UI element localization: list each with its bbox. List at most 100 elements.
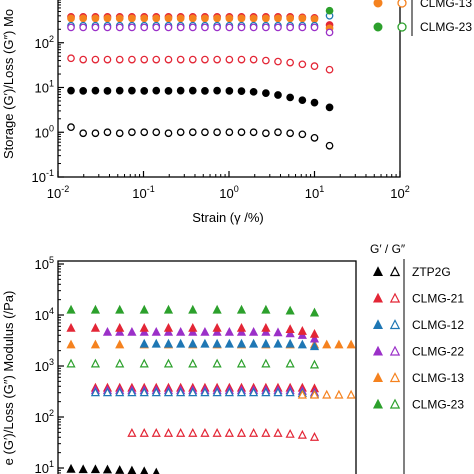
top-x-tick-label-base: 10 xyxy=(47,186,61,201)
bottom-data-point xyxy=(309,341,320,351)
top-data-point xyxy=(310,62,319,70)
top-x-tick-label: 10-2 xyxy=(47,184,69,201)
top-data-point xyxy=(262,14,270,23)
top-data-point xyxy=(91,55,100,64)
bottom-data-point xyxy=(212,387,222,397)
bottom-data-point xyxy=(309,307,320,317)
top-data-point xyxy=(164,14,173,23)
bottom-data-point xyxy=(334,389,344,399)
top-legend-open-marker xyxy=(397,22,407,32)
bottom-data-point xyxy=(102,387,113,397)
top-data-point xyxy=(201,14,209,23)
bottom-legend-filled-marker xyxy=(372,345,384,356)
bottom-data-point xyxy=(90,304,101,314)
top-data-point xyxy=(262,23,270,32)
bottom-data-point xyxy=(261,427,271,437)
bottom-data-point xyxy=(139,427,149,437)
top-data-point xyxy=(67,123,75,132)
bottom-data-point xyxy=(236,322,247,332)
top-y-tick-label-exp: 0 xyxy=(49,123,54,133)
top-data-point xyxy=(67,86,75,95)
top-data-point xyxy=(188,86,197,95)
top-data-points xyxy=(67,6,334,150)
bottom-data-point xyxy=(297,429,307,439)
top-data-point xyxy=(225,55,234,64)
bottom-data-point xyxy=(285,305,295,315)
bottom-data-point xyxy=(224,338,234,348)
top-data-point xyxy=(286,129,294,138)
bottom-data-point xyxy=(285,358,295,368)
bottom-data-point xyxy=(115,304,125,314)
top-x-tick-label: 100 xyxy=(219,184,238,201)
top-data-point xyxy=(67,54,75,63)
bottom-y-tick-label-base: 10 xyxy=(35,359,49,374)
top-legend-filled-marker xyxy=(373,0,383,8)
bottom-data-point xyxy=(66,339,76,349)
bottom-y-tick-label: 102 xyxy=(35,408,54,425)
bottom-data-point xyxy=(273,327,283,337)
bottom-data-point xyxy=(200,387,210,397)
bottom-y-tick-label: 101 xyxy=(35,459,54,474)
bottom-data-point xyxy=(261,358,271,368)
top-legend: CLMG-13 CLMG-23 xyxy=(373,0,472,36)
bottom-legend-open-marker xyxy=(389,266,401,277)
top-data-point xyxy=(225,87,234,95)
bottom-legend-open-marker xyxy=(389,292,401,303)
bottom-data-point xyxy=(115,387,125,397)
top-data-point xyxy=(325,65,334,74)
top-y-axis-label: Storage (G′)/Loss (G″) Mo xyxy=(1,9,16,159)
top-data-point xyxy=(115,23,124,32)
top-data-point xyxy=(325,103,334,112)
bottom-data-point xyxy=(66,322,76,332)
bottom-y-tick-label-exp: 1 xyxy=(49,459,54,469)
top-x-tick-label-base: 10 xyxy=(219,186,233,201)
bottom-data-point xyxy=(163,427,174,437)
top-data-point xyxy=(310,23,319,32)
top-legend-label: CLMG-23 xyxy=(420,20,472,34)
bottom-data-point xyxy=(212,322,222,332)
bottom-data-point xyxy=(163,387,174,397)
bottom-data-point xyxy=(224,326,234,336)
bottom-data-point xyxy=(322,389,332,399)
top-data-point xyxy=(164,87,173,95)
bottom-data-point xyxy=(102,464,113,474)
bottom-data-point xyxy=(139,338,149,348)
top-data-point xyxy=(128,14,136,23)
bottom-legend-label: CLMG-23 xyxy=(412,398,464,412)
bottom-data-point xyxy=(261,338,271,348)
bottom-data-point xyxy=(212,304,222,314)
bottom-data-point xyxy=(273,387,283,397)
top-data-point xyxy=(310,133,319,142)
bottom-legend-label: CLMG-22 xyxy=(412,345,464,359)
top-data-point xyxy=(213,86,221,95)
bottom-data-point xyxy=(90,387,101,397)
top-data-point xyxy=(249,23,258,32)
bottom-data-point xyxy=(261,304,271,314)
top-x-tick-label: 10-1 xyxy=(132,184,154,201)
top-x-axis-label: Strain (γ /%) xyxy=(192,210,264,225)
bottom-legend-filled-marker xyxy=(372,372,384,382)
bottom-data-point xyxy=(115,339,125,349)
top-data-point xyxy=(128,128,136,137)
bottom-data-point xyxy=(176,338,186,348)
bottom-data-point xyxy=(163,338,174,348)
top-y-tick-label-exp: 1 xyxy=(49,79,54,89)
bottom-data-point xyxy=(249,338,259,348)
top-x-tick-label-base: 10 xyxy=(132,186,146,201)
bottom-legend-open-marker xyxy=(389,372,401,383)
top-data-point xyxy=(115,55,124,64)
bottom-data-point xyxy=(309,389,320,399)
top-data-point xyxy=(152,128,161,137)
top-x-tick-label-exp: -1 xyxy=(147,184,155,194)
top-data-point xyxy=(79,14,88,23)
top-data-point xyxy=(128,23,136,32)
top-data-point xyxy=(237,87,246,95)
top-data-point xyxy=(188,14,197,23)
top-data-point xyxy=(164,129,173,138)
bottom-legend-label: CLMG-12 xyxy=(412,318,464,332)
top-x-tick-label-exp: 0 xyxy=(234,184,239,194)
top-y-tick-label: 100 xyxy=(35,123,54,140)
bottom-data-point xyxy=(236,304,247,314)
top-data-point xyxy=(201,128,209,137)
